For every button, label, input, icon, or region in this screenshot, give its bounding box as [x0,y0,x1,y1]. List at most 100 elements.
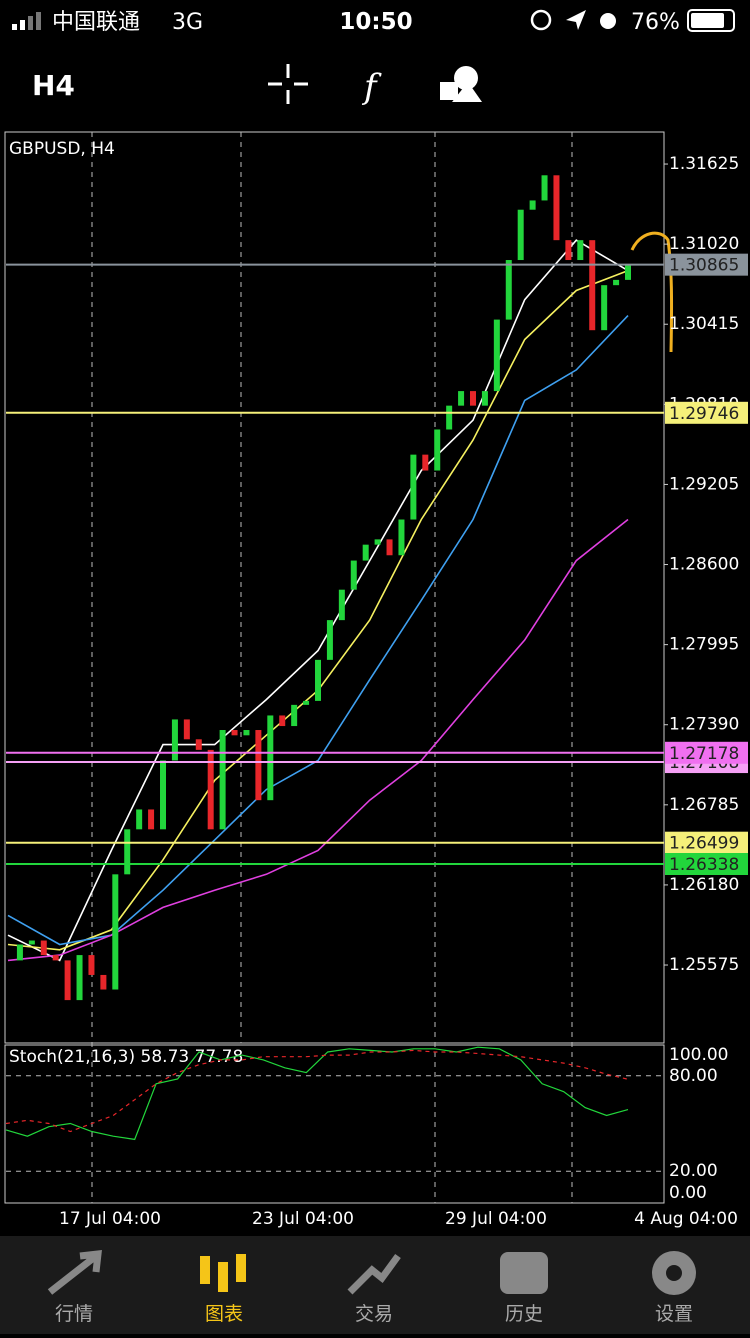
y-tick-label: 1.27995 [669,635,739,655]
candle [160,760,166,830]
candle [100,974,107,990]
candle [541,175,548,201]
y-tick-label: 1.31020 [669,234,739,254]
candle [458,391,465,406]
location-icon [566,10,586,30]
y-tick-label: 1.31625 [669,154,739,174]
settings-icon-hole [666,1265,682,1281]
lock-icon [530,9,552,31]
candle [315,659,321,701]
chart-icon [200,1254,246,1292]
y-tick-label: 1.30415 [669,314,739,334]
battery-level [691,13,724,28]
candle [398,519,405,556]
candle [112,874,119,990]
y-tick-label: 0.00 [669,1183,707,1203]
candle [601,285,608,331]
moving-average [7,239,629,962]
tab-bar [0,1236,750,1334]
candle [16,944,23,961]
candle [625,264,631,280]
candle [124,829,131,875]
candle [338,589,345,621]
x-tick-label: 23 Jul 04:00 [252,1209,354,1229]
y-tick-label: 1.28600 [669,555,739,575]
candle [577,240,584,261]
candle [291,704,298,727]
candle [446,405,453,430]
candle [565,240,572,261]
tab-label[interactable]: 图表 [205,1303,243,1325]
price-label-box [665,253,748,276]
candle [28,940,35,945]
candle [136,809,143,830]
toolbar: H4 f [32,64,482,107]
candle [255,730,262,801]
status-bar: 中国联通 3G 10:50 76% [12,9,735,35]
quotes-icon [47,1250,102,1295]
y-tick-label: 1.26180 [669,875,739,895]
annotation-curve [630,231,674,353]
timeframe-button[interactable]: H4 [32,69,75,102]
indicator-frame [4,1044,665,1204]
candle [243,730,250,736]
y-tick-label: 1.27390 [669,715,739,735]
x-tick-label: 17 Jul 04:00 [59,1209,161,1229]
y-tick-label: 1.25575 [669,955,739,975]
candle [350,560,357,590]
candle [386,539,393,556]
candle [326,620,333,660]
x-tick-label: 29 Jul 04:00 [445,1209,547,1229]
indicator-title: Stoch(21,16,3) 58.73 77.78 [9,1047,243,1067]
battery-text: 76% [631,10,680,35]
carrier: 中国联通 [52,10,140,35]
candle [493,319,500,392]
price-label-box [665,401,748,424]
candle [171,719,178,761]
candle [52,955,59,961]
candle [76,955,83,1001]
network: 3G [172,10,203,35]
candle [470,391,476,406]
candle [267,715,274,801]
price-label: 1.30865 [669,256,739,276]
candle [207,749,214,830]
stochastic-line [5,1049,629,1133]
trade-icon [347,1253,401,1295]
x-tick-label: 4 Aug 04:00 [634,1209,738,1229]
tab-label[interactable]: 交易 [355,1303,393,1325]
candle [589,240,596,331]
objects-button[interactable] [440,66,482,102]
stochastic-line [5,1046,629,1141]
candle [303,700,310,705]
candle [64,960,71,1001]
signal-bar [36,12,41,30]
price-label: 1.26338 [669,855,739,875]
tab-icons [47,1250,696,1295]
price-label-box [665,741,748,764]
signal-bar [12,24,17,30]
candle [88,955,95,975]
vertical-grid [91,132,573,1203]
candle [219,730,226,830]
candle [148,809,155,830]
y-tick-label: 100.00 [669,1045,728,1065]
candle [613,279,620,286]
candle [279,715,286,727]
tab-label[interactable]: 历史 [505,1303,543,1325]
chart-title: GBPUSD, H4 [9,139,115,159]
candle [374,539,381,545]
candle [481,391,488,406]
price-label-box [665,853,748,876]
y-tick-label: 20.00 [669,1161,718,1181]
tab-label[interactable]: 设置 [655,1303,693,1325]
candle [529,200,536,210]
candle [410,454,417,520]
chart-frame [4,131,665,1044]
price-label: 1.27178 [669,744,739,764]
candle [231,730,238,736]
price-label: 1.26499 [669,834,739,854]
crosshair-button[interactable] [268,64,308,104]
tab-label[interactable]: 行情 [55,1303,93,1325]
